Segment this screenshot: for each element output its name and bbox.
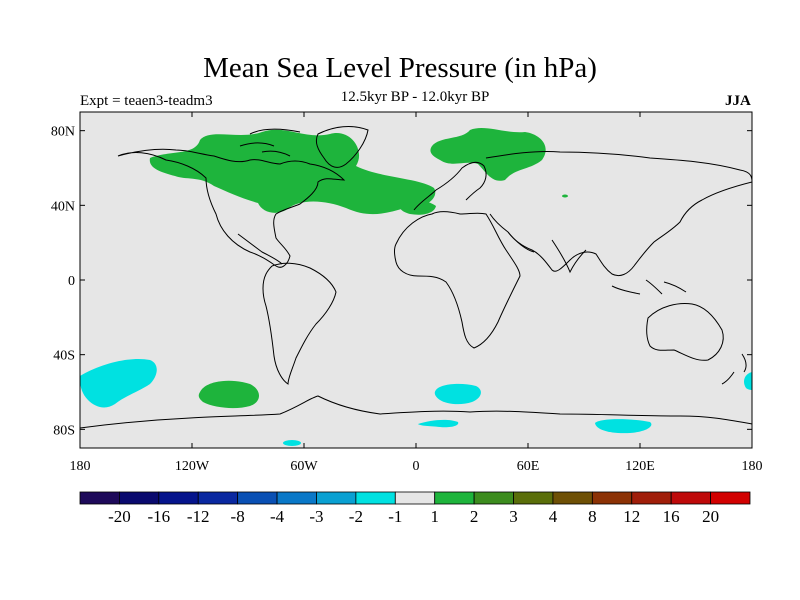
colorbar-swatch — [276, 491, 317, 505]
colorbar-swatch — [434, 491, 475, 505]
colorbar-swatch — [355, 491, 396, 505]
lon-tick-label: 120W — [175, 459, 210, 474]
colorbar-label: 2 — [470, 507, 479, 526]
colorbar-swatch — [552, 491, 593, 505]
colorbar-swatch — [670, 491, 711, 505]
coast-arabia-india — [507, 231, 587, 274]
coast-central-america — [237, 233, 283, 265]
colorbar-label: 12 — [623, 507, 640, 526]
colorbar-swatch — [158, 491, 199, 505]
lat-tick-label: 80N — [51, 125, 75, 140]
coast-europe-north — [413, 161, 487, 211]
colorbar-label: -20 — [108, 507, 131, 526]
negative-anomaly-south-atlantic — [434, 383, 481, 405]
negative-anomaly-antarctic-indian — [595, 419, 652, 434]
map-title: Mean Sea Level Pressure (in hPa) — [203, 52, 597, 84]
colorbar-label: -16 — [147, 507, 170, 526]
colorbar-swatch — [197, 491, 239, 505]
negative-anomaly-drake-passage — [283, 440, 301, 446]
colorbar-label: 3 — [509, 507, 518, 526]
lon-tick-label: 120E — [625, 459, 655, 474]
negative-anomaly-west-pacific — [80, 358, 157, 408]
colorbar-swatch — [237, 491, 278, 505]
colorbar-label: -4 — [270, 507, 285, 526]
coast-antarctica — [80, 395, 752, 429]
coast-north-america — [117, 148, 346, 268]
negative-anomaly-east-edge — [744, 372, 752, 390]
colorbar-label: -8 — [231, 507, 245, 526]
period-label: 12.5kyr BP - 12.0kyr BP — [340, 89, 490, 105]
season-label: JJA — [725, 93, 751, 109]
coast-south-america — [262, 262, 337, 385]
lat-tick-label: 40S — [53, 349, 75, 364]
colorbar-swatch — [513, 491, 554, 505]
colorbar: -20 -16 -12 -8 -4 -3 -2 -1 1 2 3 4 8 12 16 20 — [79, 491, 751, 526]
colorbar-label: 4 — [549, 507, 558, 526]
experiment-label: Expt = teaen3-teadm3 — [80, 93, 213, 109]
colorbar-swatch — [631, 491, 672, 505]
colorbar-swatch — [394, 491, 436, 505]
lon-tick-label: 180 — [742, 459, 763, 474]
coast-indonesia — [611, 279, 687, 295]
positive-anomaly-south-pacific — [198, 380, 259, 409]
contour-fills — [80, 126, 752, 446]
lat-tick-label: 0 — [68, 274, 75, 289]
colorbar-swatch — [79, 491, 120, 505]
negative-anomaly-antarctic-atlantic — [418, 419, 459, 428]
axis-ticks: 80N 40N 0 40S 80S 180 120W 60W 0 60E 120E 180 — [51, 112, 763, 474]
colorbar-label: -1 — [388, 507, 402, 526]
coast-new-zealand — [721, 353, 747, 385]
coast-asia — [485, 150, 752, 277]
colorbar-swatch — [591, 491, 633, 505]
lat-tick-label: 80S — [53, 423, 75, 438]
coast-arctic-islands — [239, 128, 301, 157]
colorbar-label: 8 — [588, 507, 597, 526]
coastlines — [80, 126, 752, 429]
colorbar-label: -2 — [349, 507, 363, 526]
positive-anomaly-small-asia — [562, 194, 568, 198]
lon-tick-label: 0 — [413, 459, 420, 474]
positive-anomaly-north-america — [149, 129, 436, 215]
colorbar-label: -3 — [309, 507, 323, 526]
lon-tick-label: 60E — [517, 459, 540, 474]
coast-europe-africa — [394, 211, 521, 349]
lon-tick-label: 60W — [290, 459, 318, 474]
colorbar-swatch — [119, 491, 160, 505]
colorbar-swatch — [316, 491, 357, 505]
colorbar-swatch — [710, 491, 751, 505]
colorbar-label: 16 — [663, 507, 680, 526]
positive-anomaly-siberia — [430, 128, 546, 181]
lon-tick-label: 180 — [70, 459, 91, 474]
colorbar-label: 1 — [430, 507, 439, 526]
positive-anomaly-atlantic-arm — [399, 200, 436, 215]
colorbar-swatch — [473, 491, 514, 505]
lat-tick-label: 40N — [51, 199, 75, 214]
colorbar-label: -12 — [187, 507, 210, 526]
colorbar-label: 20 — [702, 507, 719, 526]
coast-australia — [646, 303, 724, 361]
coast-greenland — [315, 126, 369, 168]
